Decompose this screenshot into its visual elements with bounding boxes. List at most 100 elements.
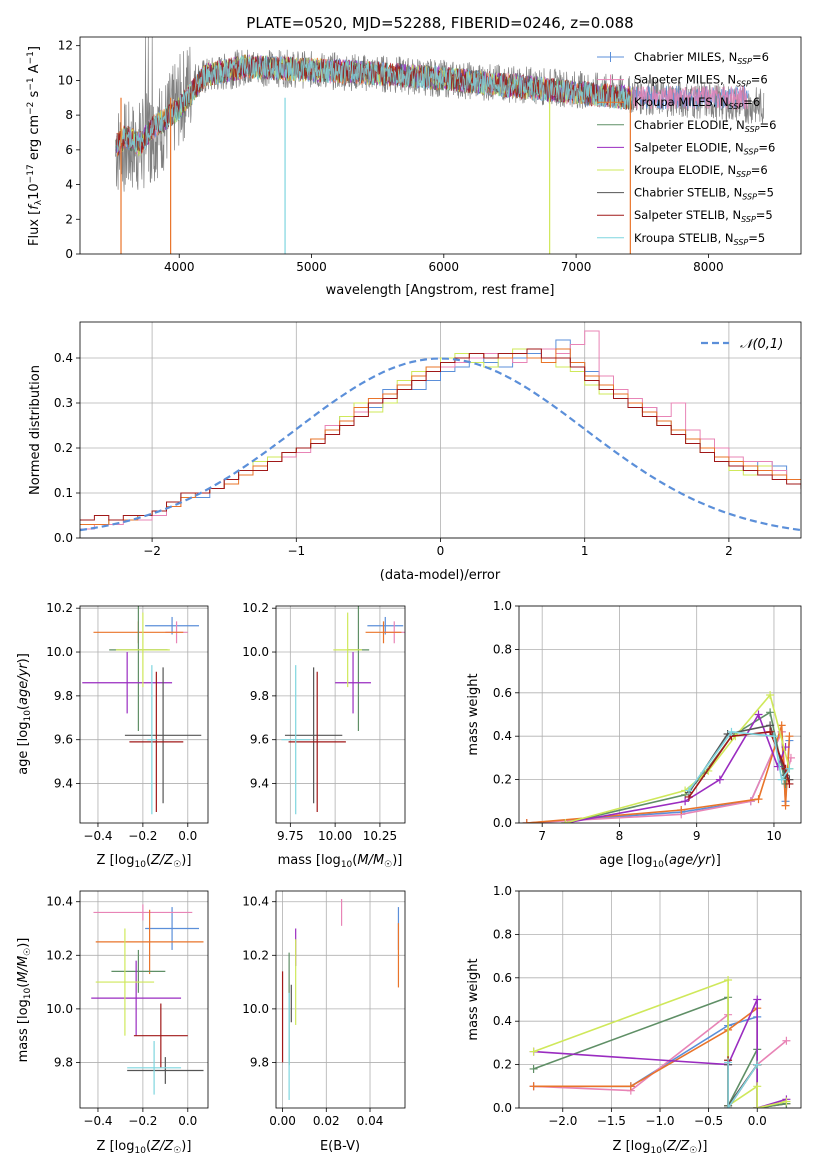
label-part: 10 xyxy=(23,710,33,722)
y-tick-label: 0.4 xyxy=(493,729,512,743)
weight-marker xyxy=(785,764,794,773)
weight-marker xyxy=(777,721,786,730)
y-tick-label: 9.4 xyxy=(54,777,73,791)
label-part: )] xyxy=(181,1139,191,1154)
y-tick-label: 10.0 xyxy=(46,1002,73,1016)
y-tick-label: 10.2 xyxy=(242,948,269,962)
label-part: −2 xyxy=(26,102,36,115)
weight-marker xyxy=(753,1060,762,1069)
legend-label-post: =6 xyxy=(752,50,769,64)
histogram-step xyxy=(80,348,801,521)
label-part: ( xyxy=(16,705,31,710)
x-tick-label: 8000 xyxy=(693,260,724,274)
weight-marker xyxy=(724,975,733,984)
label-part: A xyxy=(27,64,42,77)
x-tick-label: 10.00 xyxy=(318,829,352,843)
x-tick-label: 0.0 xyxy=(178,829,197,843)
legend-label-sub: SSP xyxy=(737,57,752,66)
y-tick-label: 0.8 xyxy=(493,642,512,656)
label-part: Z/Z xyxy=(666,1139,690,1154)
weight-marker xyxy=(724,1104,733,1108)
y-tick-label: 0.2 xyxy=(54,441,73,455)
label-part: ( xyxy=(352,853,357,868)
spectrum-lines xyxy=(115,37,765,254)
weight-marker xyxy=(766,727,775,736)
y-tick-label: 9.8 xyxy=(250,1055,269,1069)
legend-label: Kroupa MILES, NSSP=6 xyxy=(634,95,760,111)
y-tick-label: 0 xyxy=(65,247,73,261)
label-part: erg cm xyxy=(27,115,42,164)
label-part: ( xyxy=(146,1139,151,1154)
error-bars xyxy=(82,606,202,815)
weight-marker xyxy=(677,805,686,814)
label-part: s xyxy=(27,90,42,101)
label-part: Z [ xyxy=(97,1139,115,1154)
label-part: )] xyxy=(181,853,191,868)
error-bars xyxy=(91,904,204,1095)
legend-label-text: Kroupa STELIB, N xyxy=(634,231,734,245)
weight-marker xyxy=(529,1082,538,1091)
weight-line xyxy=(526,731,791,823)
y-tick-label: 0.2 xyxy=(493,1058,512,1072)
y-tick-label: 1.0 xyxy=(493,599,512,613)
label-part: log xyxy=(115,853,135,868)
x-tick-label: 10.25 xyxy=(363,829,397,843)
y-tick-label: 10.2 xyxy=(46,948,73,962)
weight-marker xyxy=(782,1036,791,1045)
legend-label: Chabrier MILES, NSSP=6 xyxy=(634,50,769,66)
legend-label-text: Salpeter ELODIE, N xyxy=(634,140,744,154)
label-part: )] xyxy=(392,853,402,868)
label-part: log xyxy=(115,1139,135,1154)
x-axis-label: E(B-V) xyxy=(320,1139,360,1154)
legend-label: Kroupa STELIB, NSSP=5 xyxy=(634,231,765,247)
weight-marker xyxy=(754,710,763,719)
y-tick-label: 9.8 xyxy=(54,1055,73,1069)
spectrum-panel: 4000 5000 6000 7000 8000 0 2 4 6 8 10 12 wavelength … xyxy=(26,36,802,298)
weight-marker xyxy=(777,775,786,784)
x-tick-label: −0.2 xyxy=(128,829,157,843)
weight-marker xyxy=(753,1104,762,1108)
y-tick-label: 0.3 xyxy=(54,396,73,410)
label-part: Z [ xyxy=(97,853,115,868)
y-tick-label: 0.6 xyxy=(493,971,512,985)
y-axis-label: Normed distribution xyxy=(28,365,43,495)
y-tick-label: 9.8 xyxy=(54,689,73,703)
y-axis-label: age [log10(age/yr)] xyxy=(16,653,33,775)
y-tick-label: 0.4 xyxy=(54,351,73,365)
weight-line xyxy=(533,978,787,1108)
x-tick-label: −2.0 xyxy=(548,1114,577,1128)
x-tick-label: −1 xyxy=(287,544,305,558)
y-tick-label: 0.4 xyxy=(493,1014,512,1028)
weight-marker xyxy=(754,795,763,804)
legend-label-sub: SSP xyxy=(736,170,751,179)
label-part: )] xyxy=(16,653,31,663)
label-part: Flux [ xyxy=(27,210,42,246)
label-part: 10 xyxy=(652,860,664,870)
x-tick-label: 8 xyxy=(616,829,624,843)
x-axis-label: Z [log10(Z/Z☉)] xyxy=(97,1139,192,1156)
weight-lines xyxy=(522,690,795,823)
x-tick-label: −0.4 xyxy=(83,1114,112,1128)
weight-marker xyxy=(769,732,778,741)
weight-marker xyxy=(715,775,724,784)
age-vs-Z-panel: −0.4 −0.2 0.09.49.69.810.010.2Z [log10(Z/Z… xyxy=(16,601,209,870)
legend-label-sub: SSP xyxy=(745,125,760,134)
label-part: ☉ xyxy=(384,860,392,870)
weight-marker xyxy=(684,786,693,795)
x-tick-label: 1 xyxy=(581,544,589,558)
y-tick-label: 2 xyxy=(65,212,73,226)
label-part: log xyxy=(631,1139,651,1154)
x-tick-label: 4000 xyxy=(164,260,195,274)
label-part: ☉ xyxy=(173,860,181,870)
weight-marker xyxy=(529,1064,538,1073)
weight-marker xyxy=(766,708,775,717)
x-axis-label: (data-model)/error xyxy=(380,568,501,583)
x-axis-label: mass [log10(M/M☉)] xyxy=(278,853,403,870)
axes-frame xyxy=(79,605,209,824)
legend-label-text: Kroupa MILES, N xyxy=(634,95,729,109)
legend-label: Salpeter STELIB, NSSP=5 xyxy=(634,208,773,224)
y-tick-label: 4 xyxy=(65,178,73,192)
x-tick-label: 7 xyxy=(538,829,546,843)
y-tick-label: 10 xyxy=(58,73,73,87)
error-bars xyxy=(281,899,400,1100)
